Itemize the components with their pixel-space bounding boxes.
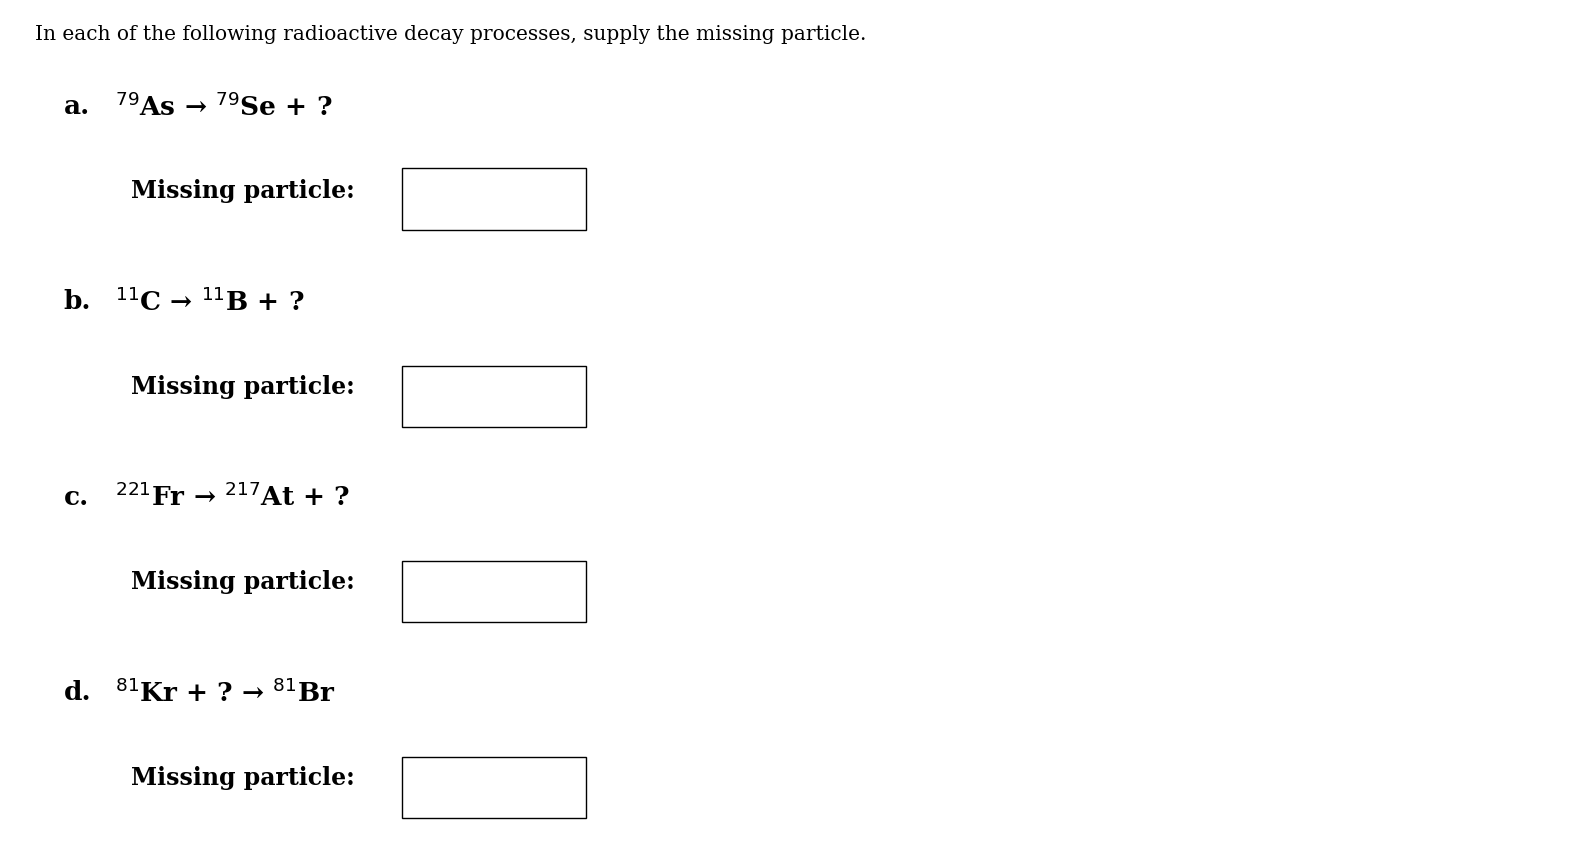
Text: $^{81}$Kr + ? → $^{81}$Br: $^{81}$Kr + ? → $^{81}$Br [115,678,335,707]
Text: $^{11}$C → $^{11}$B + ?: $^{11}$C → $^{11}$B + ? [115,287,305,316]
Text: Missing particle:: Missing particle: [131,766,354,790]
Text: c.: c. [64,484,89,510]
Text: b.: b. [64,289,91,314]
Bar [402,561,586,622]
Text: d.: d. [64,680,91,705]
Text: In each of the following radioactive decay processes, supply the missing particl: In each of the following radioactive dec… [35,26,867,44]
Text: Missing particle:: Missing particle: [131,570,354,594]
Bar [402,168,586,230]
Text: Missing particle:: Missing particle: [131,179,354,203]
Bar [402,756,586,818]
Text: a.: a. [64,94,89,119]
Text: $^{221}$Fr → $^{217}$At + ?: $^{221}$Fr → $^{217}$At + ? [115,483,350,512]
Text: Missing particle:: Missing particle: [131,375,354,399]
Bar [402,366,586,427]
Text: $^{79}$As → $^{79}$Se + ?: $^{79}$As → $^{79}$Se + ? [115,92,332,121]
